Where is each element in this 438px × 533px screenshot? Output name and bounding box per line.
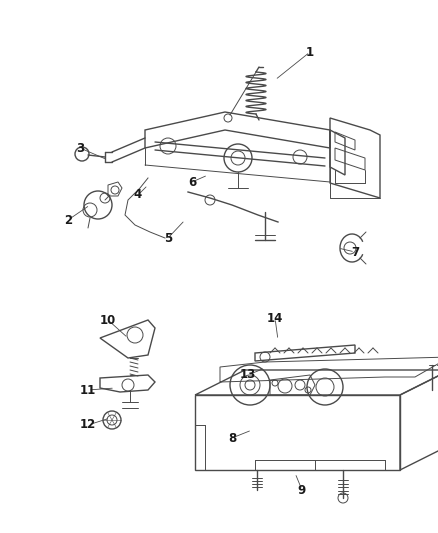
Text: 9: 9 <box>298 483 306 497</box>
Text: 14: 14 <box>267 311 283 325</box>
Text: 1: 1 <box>306 45 314 59</box>
Text: 3: 3 <box>76 141 84 155</box>
Text: 8: 8 <box>228 432 236 445</box>
Text: 6: 6 <box>188 175 196 189</box>
Text: 11: 11 <box>80 384 96 397</box>
Text: 13: 13 <box>240 368 256 382</box>
Text: 10: 10 <box>100 313 116 327</box>
Text: 12: 12 <box>80 418 96 432</box>
Text: 7: 7 <box>351 246 359 259</box>
Text: 2: 2 <box>64 214 72 227</box>
Text: 5: 5 <box>164 231 172 245</box>
Text: 4: 4 <box>134 189 142 201</box>
